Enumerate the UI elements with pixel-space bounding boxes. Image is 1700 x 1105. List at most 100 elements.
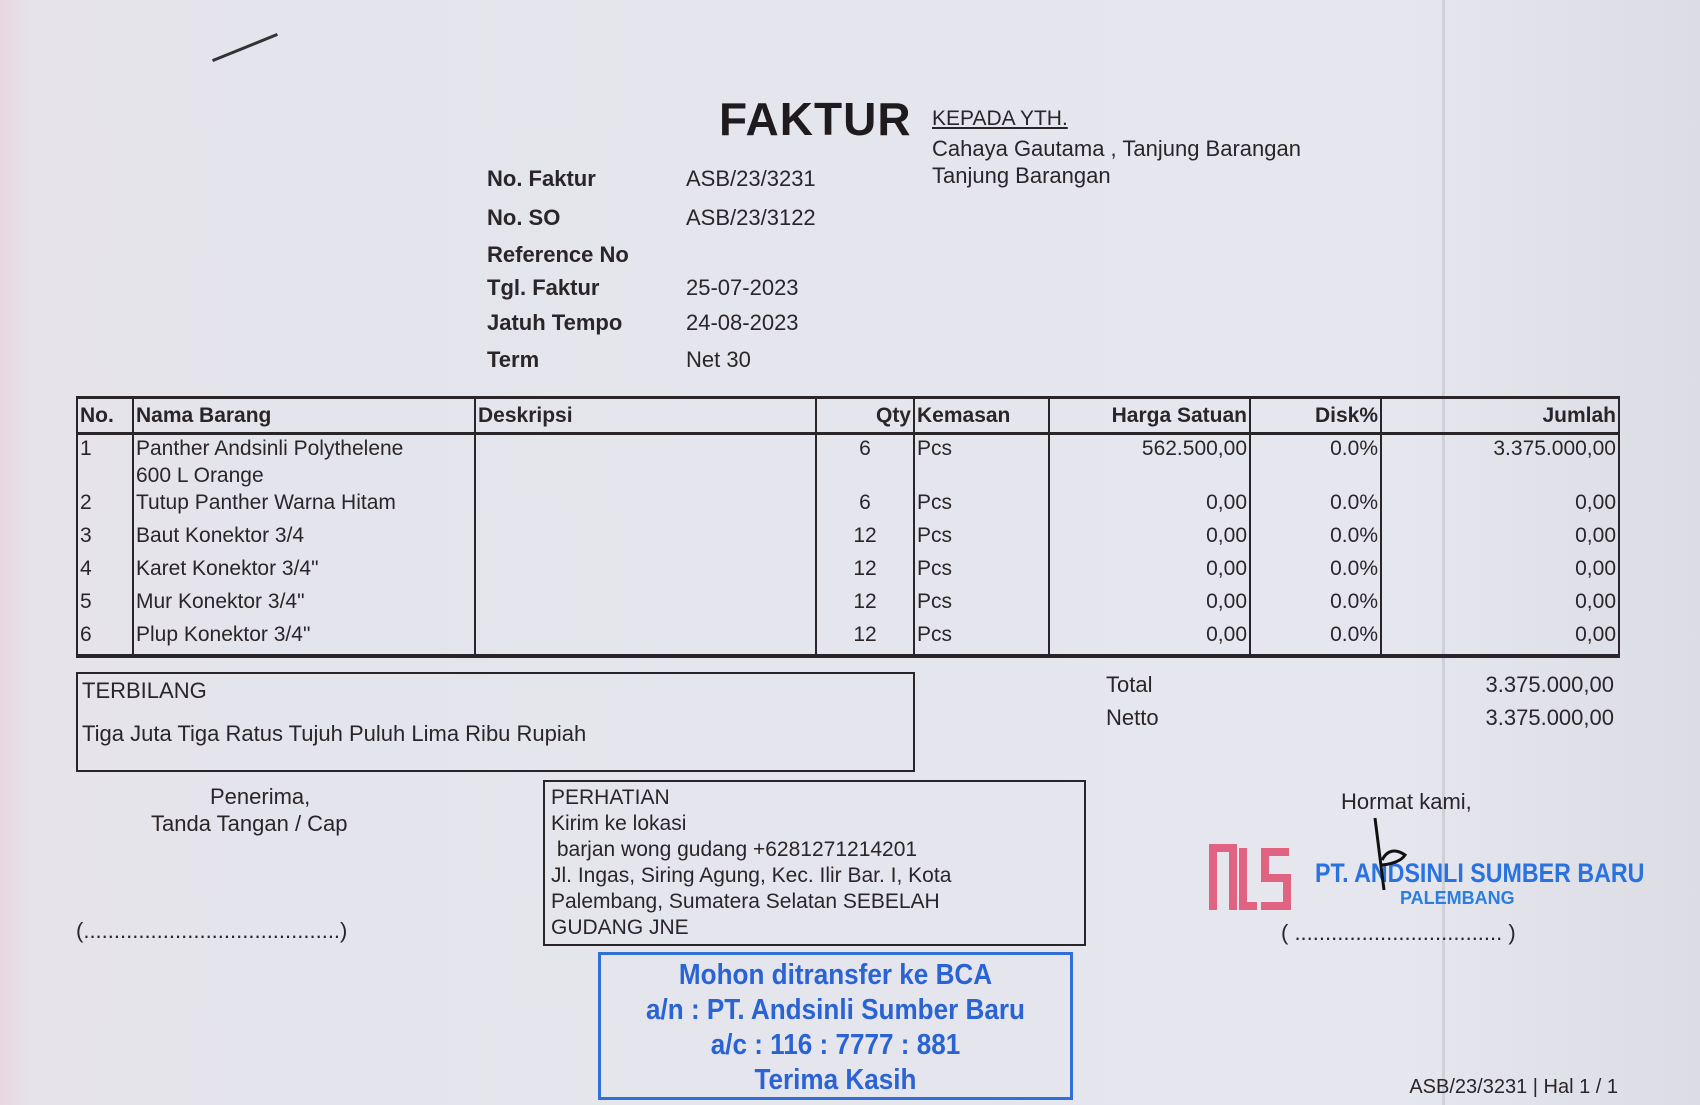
meta-value: Net 30 <box>686 347 751 372</box>
column-header: Nama Barang <box>132 396 475 435</box>
company-stamp-name: PT. ANDSINLI SUMBER BARU <box>1315 858 1645 888</box>
item-name-line: 600 L Orange <box>136 464 264 487</box>
company-stamp-city: PALEMBANG <box>1400 888 1515 908</box>
item-name: Karet Konektor 3/4" <box>132 555 475 588</box>
terbilang-box: TERBILANG Tiga Juta Tiga Ratus Tujuh Pul… <box>76 672 915 772</box>
notice-line: Palembang, Sumatera Selatan SEBELAH <box>551 890 940 913</box>
invoice-title: FAKTUR <box>719 93 912 145</box>
receiver-signature-label: Tanda Tangan / Cap <box>151 811 348 836</box>
item-amount: 0,00 <box>1380 621 1620 658</box>
item-description <box>474 522 816 555</box>
table-row: 1 Panther Andsinli Polythelene 600 L Orang… <box>76 433 1620 489</box>
row-number: 6 <box>76 621 133 658</box>
item-unit: Pcs <box>913 621 1049 658</box>
meta-label: Reference No <box>487 242 629 267</box>
meta-value: 24-08-2023 <box>686 310 799 335</box>
item-price: 0,00 <box>1048 522 1250 555</box>
item-name-line: Panther Andsinli Polythelene <box>136 437 404 460</box>
total-label: Total <box>1106 672 1153 697</box>
table-row: 5 Mur Konektor 3/4" 12 Pcs 0,00 0.0% 0,00 <box>76 588 1620 621</box>
notice-line: barjan wong gudang +6281271214201 <box>551 838 918 861</box>
item-name: Tutup Panther Warna Hitam <box>132 489 475 522</box>
items-table: No. Nama Barang Deskripsi Qty Kemasan Ha… <box>76 396 1620 658</box>
netto-value: 3.375.000,00 <box>1485 705 1614 730</box>
row-number: 3 <box>76 522 133 555</box>
notice-line: Kirim ke lokasi <box>551 812 687 835</box>
column-header: Jumlah <box>1380 396 1620 435</box>
bank-transfer-stamp: Mohon ditransfer ke BCA a/n : PT. Andsin… <box>598 952 1073 1100</box>
table-header: No. Nama Barang Deskripsi Qty Kemasan Ha… <box>76 396 1620 435</box>
item-price: 0,00 <box>1048 489 1250 522</box>
item-name: Baut Konektor 3/4 <box>132 522 475 555</box>
item-price: 562.500,00 <box>1048 433 1250 489</box>
column-header: Deskripsi <box>474 396 816 435</box>
item-discount: 0.0% <box>1249 555 1381 588</box>
item-description <box>474 433 816 489</box>
table-row: 4 Karet Konektor 3/4" 12 Pcs 0,00 0.0% 0,00 <box>76 555 1620 588</box>
notice-line: Jl. Ingas, Siring Agung, Kec. Ilir Bar. … <box>551 864 952 887</box>
company-logo <box>1209 840 1293 919</box>
meta-label: Term <box>487 347 540 372</box>
als-logo-icon <box>1209 844 1291 910</box>
sender-greeting: Hormat kami, <box>1341 789 1472 814</box>
column-header: Kemasan <box>913 396 1049 435</box>
item-name: Panther Andsinli Polythelene 600 L Orange <box>132 433 475 489</box>
total-value: 3.375.000,00 <box>1485 672 1614 697</box>
item-price: 0,00 <box>1048 555 1250 588</box>
meta-label: Tgl. Faktur <box>487 275 600 300</box>
stamp-line: a/n : PT. Andsinli Sumber Baru <box>645 994 1025 1026</box>
column-header: Disk% <box>1249 396 1381 435</box>
terbilang-label: TERBILANG <box>82 678 207 703</box>
item-unit: Pcs <box>913 433 1049 489</box>
item-discount: 0.0% <box>1249 522 1381 555</box>
item-discount: 0.0% <box>1249 489 1381 522</box>
meta-label: No. Faktur <box>487 166 596 191</box>
item-description <box>474 621 816 658</box>
item-amount: 0,00 <box>1380 489 1620 522</box>
item-description <box>474 489 816 522</box>
meta-label: Jatuh Tempo <box>487 310 623 335</box>
netto-label: Netto <box>1106 705 1159 730</box>
item-unit: Pcs <box>913 489 1049 522</box>
item-qty: 12 <box>815 522 914 555</box>
row-number: 1 <box>76 433 133 489</box>
notice-line: GUDANG JNE <box>551 916 689 939</box>
table-row: 3 Baut Konektor 3/4 12 Pcs 0,00 0.0% 0,00 <box>76 522 1620 555</box>
recipient-line: Tanjung Barangan <box>932 163 1111 188</box>
row-number: 4 <box>76 555 133 588</box>
item-price: 0,00 <box>1048 588 1250 621</box>
item-qty: 12 <box>815 621 914 658</box>
meta-value: 25-07-2023 <box>686 275 799 300</box>
stamp-line: a/c : 116 : 7777 : 881 <box>710 1029 961 1061</box>
item-amount: 3.375.000,00 <box>1380 433 1620 489</box>
meta-label: No. SO <box>487 205 561 230</box>
item-description <box>474 555 816 588</box>
item-name: Plup Konektor 3/4" <box>132 621 475 658</box>
page-reference: ASB/23/3231 | Hal 1 / 1 <box>1409 1076 1618 1098</box>
pen-mark <box>211 32 279 63</box>
meta-value: ASB/23/3231 <box>686 166 816 191</box>
table-row: 6 Plup Konektor 3/4" 12 Pcs 0,00 0.0% 0,00 <box>76 621 1620 658</box>
recipient-label: KEPADA YTH. <box>932 107 1068 130</box>
item-price: 0,00 <box>1048 621 1250 658</box>
row-number: 2 <box>76 489 133 522</box>
signature-mark <box>1373 817 1408 891</box>
receiver-label: Penerima, <box>210 784 311 809</box>
recipient-line: Cahaya Gautama , Tanjung Barangan <box>932 136 1301 161</box>
item-description <box>474 588 816 621</box>
column-header: Qty <box>815 396 914 435</box>
table-row: 2 Tutup Panther Warna Hitam 6 Pcs 0,00 0.0% 0,… <box>76 489 1620 522</box>
notice-title: PERHATIAN <box>551 786 670 809</box>
item-qty: 6 <box>815 433 914 489</box>
sender-signature-line: ( .................................. ) <box>1281 920 1516 945</box>
item-qty: 12 <box>815 588 914 621</box>
item-unit: Pcs <box>913 588 1049 621</box>
item-amount: 0,00 <box>1380 522 1620 555</box>
meta-value: ASB/23/3122 <box>686 205 816 230</box>
item-discount: 0.0% <box>1249 621 1381 658</box>
column-header: No. <box>76 396 133 435</box>
item-qty: 6 <box>815 489 914 522</box>
item-unit: Pcs <box>913 522 1049 555</box>
item-discount: 0.0% <box>1249 433 1381 489</box>
item-qty: 12 <box>815 555 914 588</box>
